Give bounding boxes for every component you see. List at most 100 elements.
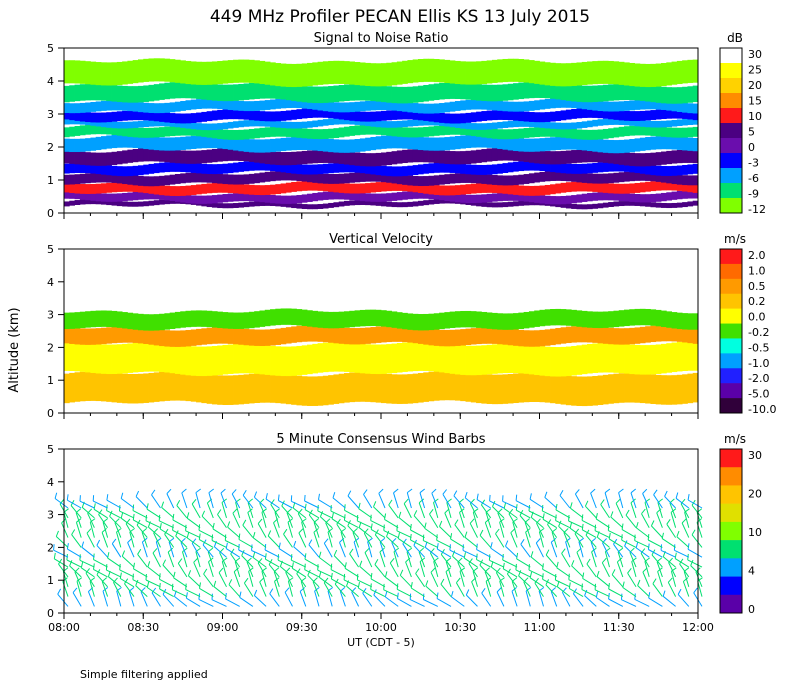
heatmap-cell [470, 372, 477, 403]
heatmap-cell [248, 343, 255, 374]
heatmap-cell [507, 313, 514, 330]
wind-barb-flag [314, 587, 320, 592]
wind-barb-flag [257, 518, 263, 524]
heatmap-cell [159, 137, 165, 151]
heatmap-cell [190, 372, 197, 402]
heatmap-cell [328, 101, 334, 112]
wind-barb [429, 513, 439, 528]
heatmap-cell [613, 310, 620, 328]
heatmap-cell [692, 138, 699, 152]
heatmap-cell [148, 148, 155, 162]
heatmap-cell [164, 149, 171, 163]
wind-barb [293, 546, 307, 558]
heatmap-cell [180, 150, 186, 164]
heatmap-cell [671, 108, 678, 119]
heatmap-cell [449, 370, 456, 401]
heatmap-cell [227, 60, 234, 84]
heatmap-cell [655, 180, 662, 191]
heatmap-cell [592, 149, 599, 163]
heatmap-cell [433, 342, 440, 372]
wind-barb-flag [225, 542, 228, 549]
heatmap-cell [687, 103, 694, 114]
heatmap-cell [624, 193, 630, 202]
heatmap-cell [470, 123, 477, 130]
heatmap-cell [285, 83, 292, 101]
heatmap-cell [565, 97, 572, 108]
heatmap-cell [222, 327, 229, 344]
heatmap-cell [275, 308, 282, 326]
heatmap-cell [381, 373, 387, 404]
heatmap-cell [645, 181, 651, 192]
wind-barb [666, 523, 677, 538]
heatmap-cell [74, 312, 81, 329]
heatmap-cell [491, 110, 498, 121]
heatmap-cell [206, 111, 213, 122]
wind-barb [675, 497, 690, 509]
wind-barb-flag [439, 520, 443, 527]
wind-barb [70, 505, 82, 519]
heatmap-cell [333, 85, 340, 103]
wind-barb-flag [516, 552, 519, 559]
wind-barb-flag [388, 499, 393, 506]
heatmap-cell [122, 181, 128, 192]
heatmap-cell [645, 374, 651, 404]
heatmap-cell [692, 103, 699, 114]
heatmap-cell [407, 190, 414, 200]
wind-barb [585, 505, 597, 519]
wind-barb [181, 492, 188, 509]
heatmap-cell [597, 85, 604, 102]
heatmap-cell [222, 99, 229, 110]
wind-barb [687, 559, 703, 568]
heatmap-cell [571, 204, 577, 209]
heatmap-cell [69, 341, 75, 372]
heatmap-cell [264, 171, 271, 182]
wind-barb-flag [389, 557, 395, 564]
heatmap-cell [417, 176, 424, 187]
heatmap-cell [206, 134, 213, 149]
wind-barb [581, 519, 597, 529]
heatmap-cell [396, 101, 403, 112]
heatmap-cell [338, 173, 345, 184]
heatmap-cell [497, 313, 503, 330]
heatmap-cell [676, 312, 683, 330]
heatmap-cell [375, 171, 382, 182]
wind-barb-flag [518, 570, 522, 577]
heatmap-cell [423, 118, 429, 126]
heatmap-cell [296, 375, 303, 406]
heatmap-cell [518, 101, 525, 112]
heatmap-cell [639, 194, 646, 203]
wind-barb [274, 512, 280, 528]
heatmap-cell [79, 328, 86, 345]
heatmap-cell [650, 152, 657, 166]
heatmap-cell [655, 120, 662, 128]
heatmap-cell [359, 343, 366, 374]
heatmap-cell [111, 151, 118, 165]
wind-barb [442, 493, 452, 509]
wind-barb-flag [230, 548, 235, 555]
heatmap-cell [291, 203, 297, 209]
heatmap-cell [317, 343, 324, 373]
heatmap-cell [233, 174, 239, 185]
wind-barb [76, 581, 82, 597]
heatmap-cell [692, 85, 699, 103]
wind-barb-flag [480, 499, 486, 506]
heatmap-cell [439, 150, 445, 164]
heatmap-cell [650, 136, 657, 150]
heatmap-cell [576, 62, 583, 86]
wind-barb [445, 561, 452, 578]
heatmap-cell [370, 193, 377, 202]
heatmap-cell [423, 328, 429, 345]
colorbar-label: 10 [748, 526, 762, 539]
heatmap-cell [507, 147, 514, 161]
heatmap-cell [64, 163, 70, 174]
heatmap-cell [444, 174, 451, 185]
heatmap-cell [692, 110, 699, 121]
wind-barb [528, 510, 544, 519]
wind-barb [444, 512, 452, 528]
heatmap-cell [423, 149, 429, 163]
heatmap-cell [386, 62, 392, 86]
wind-barb [195, 551, 201, 568]
heatmap-cell [328, 149, 334, 164]
heatmap-cell [74, 328, 81, 345]
heatmap-cell [164, 313, 171, 330]
